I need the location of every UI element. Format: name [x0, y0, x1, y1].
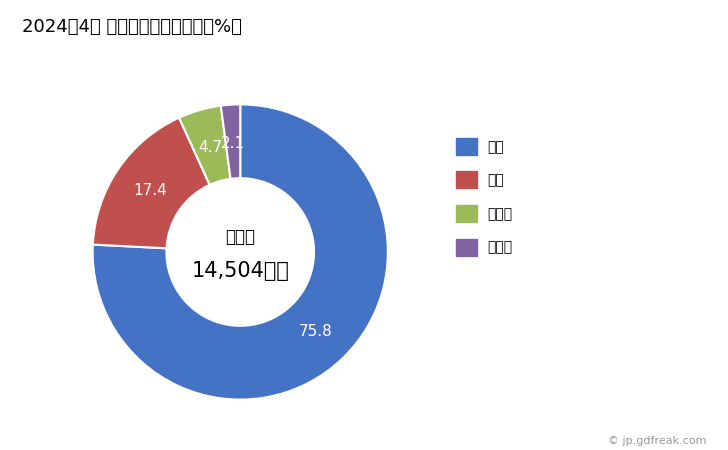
Text: 2.1: 2.1 [221, 135, 245, 150]
Text: 2024年4月 輸出相手国のシェア（%）: 2024年4月 輸出相手国のシェア（%） [22, 18, 242, 36]
Text: 14,504万円: 14,504万円 [191, 261, 289, 281]
Text: © jp.gdfreak.com: © jp.gdfreak.com [608, 436, 706, 446]
Text: 75.8: 75.8 [298, 324, 333, 339]
Legend: 中国, 香港, チェコ, その他: 中国, 香港, チェコ, その他 [450, 132, 518, 261]
Text: 4.7: 4.7 [198, 140, 222, 154]
Wedge shape [92, 104, 388, 400]
Text: 総　額: 総 額 [225, 228, 256, 246]
Wedge shape [179, 106, 231, 185]
Wedge shape [221, 104, 240, 179]
Text: 17.4: 17.4 [133, 183, 167, 198]
Wedge shape [93, 117, 210, 248]
